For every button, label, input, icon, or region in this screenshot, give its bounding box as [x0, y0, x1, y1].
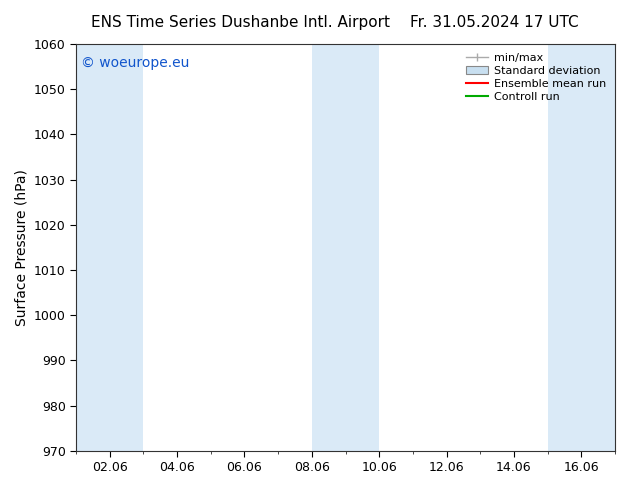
Y-axis label: Surface Pressure (hPa): Surface Pressure (hPa): [14, 169, 29, 326]
Text: Fr. 31.05.2024 17 UTC: Fr. 31.05.2024 17 UTC: [410, 15, 579, 30]
Text: © woeurope.eu: © woeurope.eu: [81, 56, 190, 70]
Bar: [312, 44, 379, 451]
Bar: [548, 44, 615, 451]
Text: ENS Time Series Dushanbe Intl. Airport: ENS Time Series Dushanbe Intl. Airport: [91, 15, 391, 30]
Legend: min/max, Standard deviation, Ensemble mean run, Controll run: min/max, Standard deviation, Ensemble me…: [463, 49, 609, 105]
Bar: [76, 44, 143, 451]
